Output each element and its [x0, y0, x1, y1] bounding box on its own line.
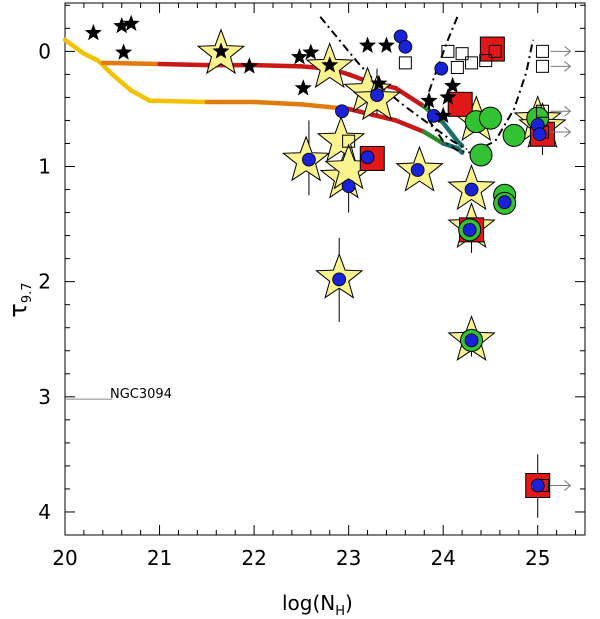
y-tick-label: 1: [38, 155, 51, 179]
model-curve-lower-segment: [128, 88, 153, 104]
open-square-marker: [441, 44, 455, 58]
black-star-marker: [212, 42, 230, 59]
open-square-marker: [455, 47, 469, 61]
blue-circle-marker: [464, 333, 479, 348]
black-star-marker: [439, 88, 457, 105]
model-curve-lower-segment: [422, 129, 446, 146]
blue-circle-marker: [532, 127, 547, 142]
blue-circle-marker: [335, 104, 349, 119]
blue-circle-marker: [341, 179, 356, 193]
open-square-marker: [535, 104, 549, 118]
y-tick-label: 2: [38, 270, 51, 294]
open-square-marker: [488, 44, 502, 58]
black-star-marker: [294, 79, 312, 96]
x-axis-label-main: log(N: [282, 591, 335, 615]
x-tick-label: 21: [147, 546, 172, 570]
model-curve-upper-segment: [251, 62, 304, 69]
model-curve-lower-segment: [157, 98, 210, 105]
blue-circle-marker: [410, 163, 425, 177]
annotation-ngc3094: NGC3094: [110, 387, 172, 402]
green-circle-marker: [502, 123, 526, 147]
green-circle-marker: [469, 143, 493, 167]
lower-limit-arrowhead: [564, 45, 572, 57]
black-star-marker: [420, 91, 438, 109]
x-tick-label: 25: [525, 546, 550, 570]
x-axis-label-close: ): [345, 591, 353, 615]
open-square-marker: [450, 60, 464, 74]
black-star-marker: [434, 106, 452, 124]
black-star-marker: [290, 48, 308, 65]
green-circle-marker: [478, 106, 502, 130]
data-markers: [84, 14, 572, 518]
x-axis-label-sub: H: [335, 604, 345, 619]
y-axis-label-main: τ: [4, 303, 32, 317]
blue-circle-marker: [398, 39, 413, 54]
model-curve-lower-segment: [62, 37, 87, 56]
model-curve-lower-segment: [81, 51, 101, 63]
open-square-marker: [342, 134, 356, 148]
model-curve-upper-segment: [157, 61, 210, 68]
open-square-marker: [535, 59, 549, 73]
model-curve-lower-segment: [440, 141, 460, 151]
blue-circle-marker: [302, 152, 316, 167]
model-curve-lower-segment: [95, 58, 115, 77]
x-tick-label: 24: [430, 546, 455, 570]
blue-circle-marker: [464, 182, 479, 197]
model-curve-upper-segment: [440, 120, 460, 144]
model-curve-lower-segment: [251, 99, 304, 107]
blue-circle-marker: [530, 478, 545, 493]
blue-circle-marker: [497, 195, 512, 210]
blue-circle-marker: [370, 88, 384, 103]
black-star-marker: [377, 36, 395, 53]
y-tick-label: 3: [38, 385, 51, 409]
x-tick-label: 20: [52, 546, 77, 570]
black-star-marker: [84, 23, 102, 41]
yellow-star-marker: [316, 115, 366, 162]
model-curve-upper-segment: [100, 60, 162, 67]
black-star-marker: [240, 57, 258, 74]
model-curve-lower-segment: [346, 106, 399, 123]
y-axis-label-sub: 9.7: [20, 282, 35, 303]
open-square-marker: [465, 56, 479, 70]
plot-frame: [64, 2, 586, 536]
blue-circle-marker: [462, 222, 477, 237]
model-curve-lower-segment: [110, 72, 134, 93]
lower-limit-arrowhead: [564, 105, 572, 117]
black-star-marker: [113, 17, 131, 34]
model-curve-lower-segment: [393, 118, 427, 135]
model-curve-upper-segment: [393, 85, 427, 109]
black-star-marker: [122, 14, 140, 31]
black-star-marker: [370, 74, 388, 91]
x-axis-label: log(NH): [282, 591, 353, 619]
black-star-marker: [321, 56, 339, 73]
lower-limit-arrowhead: [564, 480, 572, 491]
lower-limit-arrowhead: [564, 126, 572, 138]
black-star-marker: [359, 36, 377, 53]
dashdot-boundary-right: [428, 16, 534, 154]
black-star-marker: [302, 43, 320, 60]
lower-limit-arrowhead: [564, 60, 572, 72]
axis-labels: log(NH) τ9.7 NGC3094: [4, 282, 353, 619]
y-axis-label: τ9.7: [4, 282, 35, 317]
y-tick-label: 4: [38, 500, 51, 524]
open-square-marker: [479, 54, 493, 68]
x-tick-label: 23: [336, 546, 361, 570]
model-curves: [62, 16, 534, 155]
open-square-marker: [398, 56, 412, 70]
black-star-marker: [115, 43, 133, 60]
blue-circle-marker: [434, 61, 449, 76]
blue-circle-marker: [360, 150, 375, 165]
blue-circle-marker: [332, 272, 347, 287]
y-tick-label: 0: [38, 39, 51, 63]
x-tick-label: 22: [241, 546, 266, 570]
model-curve-lower-segment: [455, 145, 465, 155]
open-square-marker: [535, 44, 549, 58]
black-star-marker: [444, 76, 462, 94]
